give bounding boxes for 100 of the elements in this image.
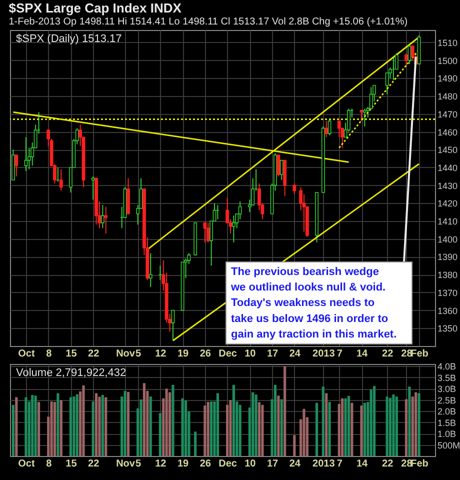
x-tick-label: 28 — [401, 458, 413, 470]
candlestick — [59, 168, 63, 192]
bar — [12, 404, 14, 456]
x-tick-label: Dec — [218, 348, 238, 360]
bar — [302, 408, 306, 456]
bar — [94, 393, 98, 456]
bar — [328, 402, 331, 456]
bar — [82, 385, 85, 456]
candlestick — [104, 206, 108, 234]
bar — [140, 399, 142, 456]
bar — [172, 384, 174, 456]
bar — [284, 366, 286, 456]
bar — [92, 401, 94, 456]
bar — [165, 388, 168, 456]
bar — [370, 390, 372, 456]
bar — [325, 393, 328, 456]
x-tick-label: 2013 — [312, 458, 336, 470]
bar — [280, 399, 283, 456]
candlestick — [324, 120, 328, 138]
bar — [274, 384, 277, 456]
bar — [34, 396, 37, 456]
bar — [261, 404, 264, 456]
candlestick — [14, 154, 18, 177]
annotation: $SPX (Daily) 1513.17 — [16, 33, 122, 45]
bar — [56, 393, 60, 456]
bar — [126, 392, 130, 456]
bar — [216, 393, 220, 456]
y-tick-label: 1370 — [438, 288, 458, 298]
y-tick-label: 1470 — [438, 109, 458, 120]
y-tick-label: 2.0B — [438, 406, 456, 417]
candlestick — [360, 110, 364, 122]
bar — [142, 383, 146, 456]
bar — [210, 401, 213, 456]
y-tick-label: 1.5B — [438, 418, 456, 428]
y-tick-label: 2.5B — [438, 395, 456, 406]
y-tick-label: 500M — [438, 440, 460, 450]
candlestick — [100, 204, 104, 229]
bar — [50, 401, 53, 456]
bar — [238, 404, 242, 456]
x-tick-label: 8 — [46, 348, 52, 360]
y-tick-label: 1.0B — [438, 429, 456, 440]
y-tick-label: 1500 — [438, 56, 458, 66]
x-tick-label: 10 — [244, 348, 256, 360]
y-tick-label: 1440 — [438, 162, 458, 173]
x-tick-label: 22 — [88, 348, 100, 360]
bar — [386, 396, 388, 456]
chart-title: Volume 2,791,922,432 — [16, 367, 126, 379]
bar — [350, 402, 354, 456]
bar — [158, 413, 162, 456]
x-tick-label: 19 — [177, 458, 190, 470]
bar — [388, 398, 392, 456]
x-tick-label: 26 — [200, 348, 212, 360]
candlestick — [238, 200, 242, 220]
y-tick-label: 1350 — [438, 324, 458, 334]
bar — [363, 402, 366, 456]
x-tick-label: 7 — [336, 348, 343, 360]
y-tick-label: 1380 — [438, 270, 458, 280]
bar — [418, 393, 420, 456]
x-tick-label: 19 — [177, 348, 190, 360]
candlestick — [410, 46, 414, 61]
chart-subtitle: 1-Feb-2013 Op 1498.11 Hi 1514.41 Lo 1498.11 Cl 1513.17 Vol 2.8B Chg +15.06 (+1.01%) — [8, 16, 408, 28]
bar — [404, 399, 408, 456]
bar — [341, 398, 344, 456]
bar — [206, 402, 210, 456]
bar — [414, 392, 418, 456]
bar — [258, 402, 261, 456]
x-tick-label: Feb — [410, 458, 428, 470]
bar — [53, 402, 56, 456]
x-tick-label: 5 — [136, 458, 142, 470]
y-tick-label: 1490 — [438, 74, 458, 84]
x-tick-label: Oct — [18, 348, 36, 360]
bar — [104, 397, 108, 456]
x-tick-label: 17 — [266, 458, 279, 470]
x-tick-label: 2013 — [312, 348, 336, 360]
bar — [184, 400, 188, 456]
x-tick-label: 28 — [401, 348, 413, 360]
y-tick-label: 4.0B — [438, 362, 456, 372]
x-tick-label: 17 — [266, 348, 279, 360]
y-tick-label: 1420 — [438, 198, 458, 209]
bar — [24, 397, 28, 456]
x-tick-label: 26 — [200, 458, 212, 470]
candlestick — [91, 176, 95, 200]
bar — [252, 392, 254, 456]
x-tick-label: 22 — [382, 348, 394, 360]
bar — [124, 390, 126, 456]
x-tick-label: 24 — [289, 348, 301, 360]
x-tick-label: Oct — [18, 458, 36, 470]
bar — [360, 406, 363, 456]
candlestick — [404, 52, 408, 66]
y-tick-label: 3.5B — [438, 372, 456, 383]
chart-title: $SPX Large Cap Index INDX — [8, 0, 182, 16]
bar — [76, 394, 78, 456]
bar — [101, 394, 104, 456]
x-tick-label: Nov — [116, 348, 136, 360]
y-tick-label: 1460 — [438, 127, 458, 138]
bar — [395, 396, 398, 456]
y-tick-label: 1430 — [438, 180, 458, 191]
x-tick-label: 14 — [356, 348, 368, 360]
bar — [372, 386, 376, 456]
candlestick — [328, 118, 332, 136]
